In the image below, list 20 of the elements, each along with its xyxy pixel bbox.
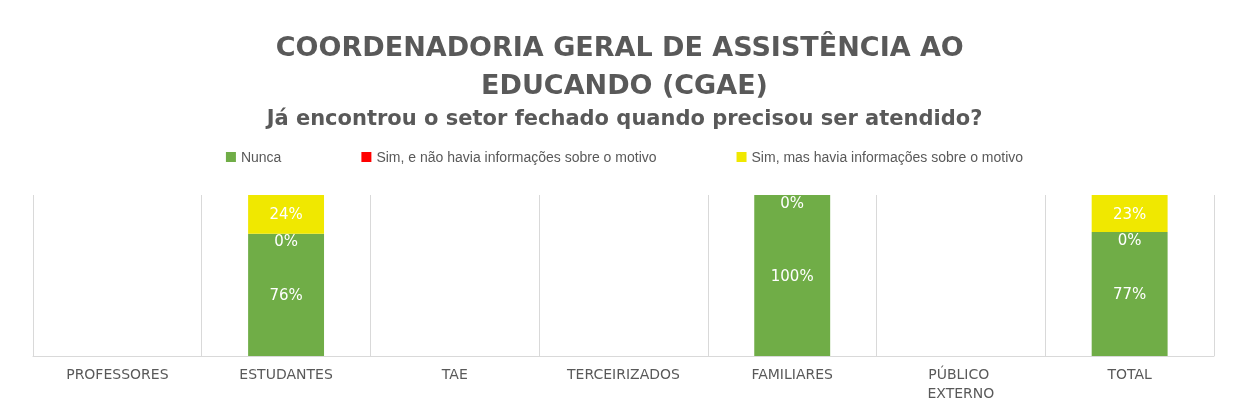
x-tick-label: PROFESSORES bbox=[66, 365, 169, 382]
x-tick-label: FAMILIARES bbox=[751, 365, 834, 382]
x-tick-label: TERCEIRIZADOS bbox=[566, 365, 681, 382]
x-tick-label: PÚBLICO EXTERNO bbox=[927, 364, 995, 401]
legend-label: Sim, mas havia informações sobre o motivo bbox=[751, 149, 1024, 165]
x-tick-label: ESTUDANTES bbox=[239, 365, 333, 382]
chart-title: COORDENADORIA GERAL DE ASSISTÊNCIA AO EDUCANDO (CGAE) bbox=[275, 30, 974, 100]
data-label: 100% bbox=[770, 266, 814, 285]
data-label: 23% bbox=[1112, 204, 1147, 223]
data-label: 0% bbox=[780, 193, 805, 212]
legend-label: Nunca bbox=[240, 149, 282, 165]
chart-subtitle: Já encontrou o setor fechado quando precisou ser atendido? bbox=[264, 105, 983, 130]
data-label: 0% bbox=[274, 232, 298, 251]
x-tick-label: TOTAL bbox=[1106, 365, 1153, 382]
data-label: 76% bbox=[269, 285, 303, 304]
legend-label: Sim, e não havia informações sobre o motivo bbox=[376, 149, 657, 165]
data-label: 77% bbox=[1112, 285, 1147, 304]
x-tick-label: TAE bbox=[440, 365, 468, 382]
data-label: 0% bbox=[1117, 230, 1142, 249]
data-label: 24% bbox=[269, 205, 303, 224]
